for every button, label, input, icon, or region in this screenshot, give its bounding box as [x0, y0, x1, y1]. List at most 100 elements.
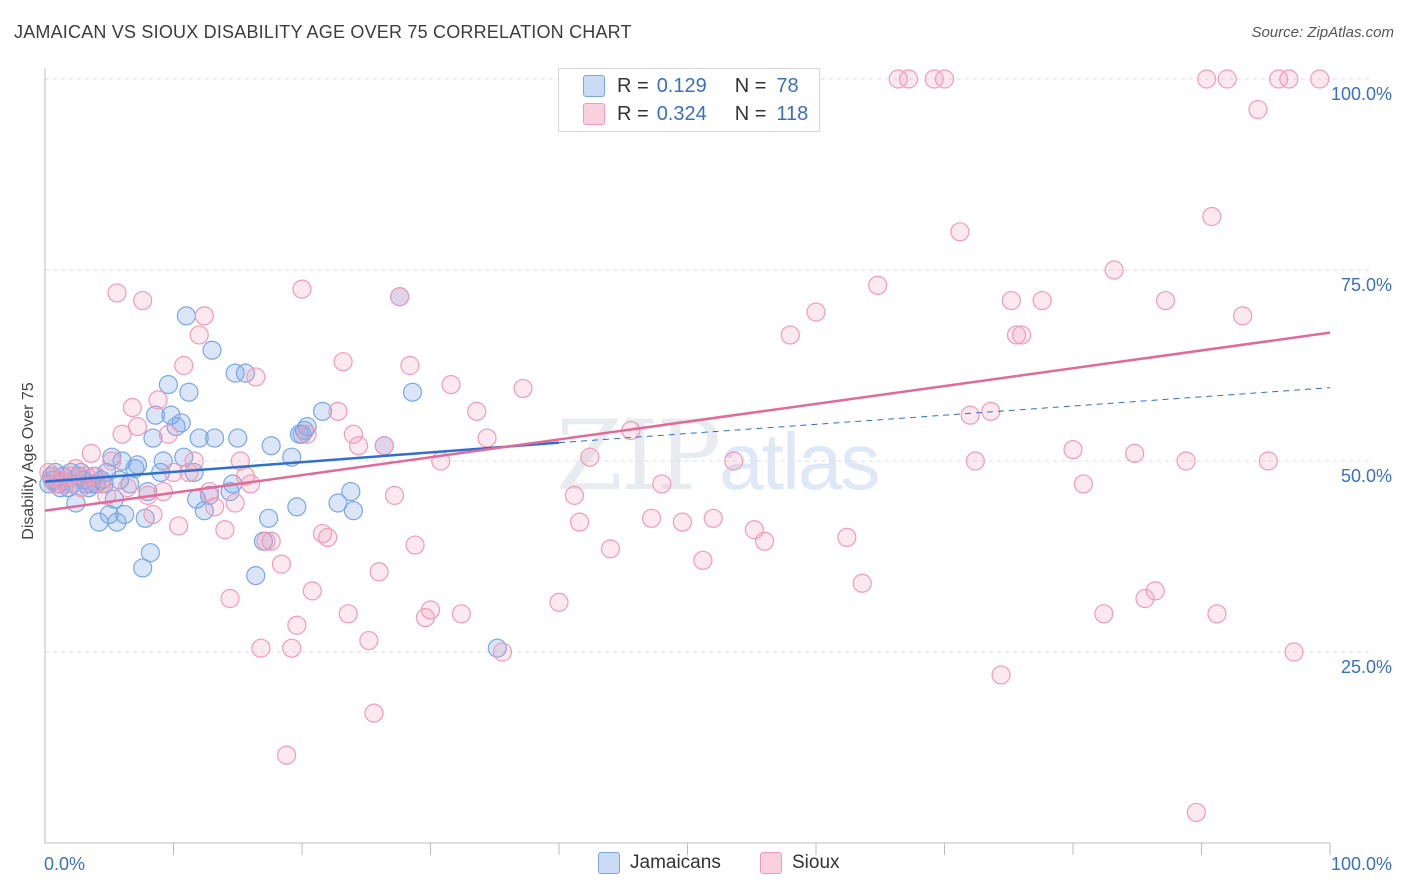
point-sioux-75	[549, 592, 569, 612]
point-sioux-8	[76, 466, 96, 486]
point-sioux-23	[153, 481, 173, 502]
legend-swatch-jamaicans	[583, 75, 605, 97]
legend-r-label: R =	[617, 74, 649, 97]
x-tick-label-1: 100.0%	[1331, 854, 1392, 874]
point-sioux-62	[384, 485, 405, 505]
point-jamaicans-39	[145, 405, 166, 425]
point-jamaicans-63	[258, 508, 279, 528]
y-tick-label-1: 50.0%	[1341, 466, 1392, 486]
point-sioux-55	[338, 604, 358, 624]
point-jamaicans-74	[343, 501, 363, 521]
point-sioux-106	[1032, 290, 1052, 311]
point-sioux-110	[1104, 260, 1124, 280]
point-jamaicans-73	[341, 481, 361, 502]
point-sioux-14	[107, 283, 127, 303]
y-tick-label-3: 100.0%	[1331, 84, 1392, 104]
point-sioux-73	[492, 642, 513, 662]
point-sioux-26	[169, 516, 189, 536]
point-sioux-49	[297, 424, 317, 444]
point-sioux-105	[1011, 325, 1032, 345]
legend-r-value-jamaicans: 0.129	[656, 74, 707, 97]
x-tick-label-0: 0.0%	[44, 854, 85, 874]
y-tick-label-2: 75.0%	[1341, 275, 1392, 295]
point-sioux-117	[1197, 69, 1217, 89]
point-sioux-88	[754, 531, 775, 551]
point-sioux-12	[97, 485, 117, 505]
point-sioux-98	[950, 222, 970, 242]
legend-swatch-sioux	[583, 103, 605, 125]
point-sioux-17	[122, 397, 142, 418]
point-sioux-47	[287, 615, 307, 635]
point-sioux-54	[333, 352, 353, 372]
point-sioux-92	[852, 573, 872, 593]
point-jamaicans-37	[140, 543, 160, 563]
point-sioux-61	[374, 436, 394, 456]
point-jamaicans-70	[297, 417, 317, 437]
y-axis-label: Disability Age Over 75	[20, 382, 37, 540]
point-sioux-58	[359, 630, 379, 651]
point-jamaicans-59	[228, 428, 248, 448]
point-jamaicans-48	[179, 382, 199, 402]
point-jamaicans-49	[184, 462, 204, 483]
point-sioux-11	[91, 474, 112, 494]
point-sioux-64	[400, 355, 420, 376]
point-sioux-27	[174, 355, 194, 376]
point-jamaicans-34	[133, 558, 153, 578]
legend-n-label: N =	[734, 74, 767, 97]
point-jamaicans-66	[287, 497, 307, 517]
point-sioux-71	[467, 401, 487, 421]
point-sioux-15	[112, 424, 132, 444]
trendline-jamaicans	[44, 441, 560, 483]
point-sioux-103	[1001, 290, 1021, 311]
point-jamaicans-33	[127, 455, 148, 475]
point-sioux-85	[703, 508, 723, 528]
point-jamaicans-55	[205, 428, 225, 448]
point-sioux-79	[600, 539, 621, 559]
bottom-legend-swatch-sioux	[760, 852, 782, 874]
point-jamaicans-43	[161, 405, 181, 425]
point-sioux-121	[1233, 306, 1253, 326]
point-jamaicans-56	[220, 481, 240, 502]
point-sioux-81	[641, 508, 662, 528]
point-jamaicans-64	[261, 436, 281, 456]
point-sioux-24	[158, 424, 178, 444]
point-sioux-91	[837, 527, 857, 548]
point-sioux-77	[569, 512, 590, 532]
point-jamaicans-38	[143, 428, 163, 448]
point-jamaicans-27	[107, 512, 127, 532]
legend-n-label: N =	[734, 102, 767, 125]
point-sioux-124	[1268, 69, 1289, 89]
point-sioux-86	[724, 451, 744, 471]
point-sioux-65	[405, 535, 425, 555]
bottom-legend-jamaicans: Jamaicans	[598, 852, 721, 874]
point-sioux-82	[652, 474, 672, 494]
point-sioux-115	[1176, 451, 1196, 471]
point-sioux-78	[580, 447, 600, 467]
point-sioux-118	[1202, 206, 1222, 227]
point-sioux-50	[302, 581, 322, 601]
point-jamaicans-58	[225, 363, 245, 383]
point-jamaicans-72	[328, 493, 348, 513]
point-jamaicans-42	[158, 375, 178, 395]
point-sioux-107	[1063, 439, 1083, 460]
chart-source: Source: ZipAtlas.com	[1251, 24, 1394, 41]
point-jamaicans-52	[194, 501, 214, 521]
legend-row-jamaicans: R = 0.129 N = 78	[583, 73, 799, 99]
point-sioux-60	[369, 562, 389, 582]
point-sioux-33	[205, 497, 225, 517]
point-sioux-100	[965, 451, 985, 471]
point-jamaicans-24	[99, 504, 119, 525]
point-sioux-36	[225, 493, 245, 513]
point-sioux-70	[451, 604, 471, 624]
point-sioux-34	[215, 520, 235, 540]
point-sioux-69	[441, 375, 461, 395]
y-tick-label-0: 25.0%	[1341, 657, 1392, 677]
point-sioux-93	[868, 275, 888, 295]
point-sioux-29	[184, 451, 204, 471]
point-sioux-116	[1186, 802, 1206, 823]
point-sioux-74	[513, 378, 533, 399]
point-sioux-101	[981, 401, 1001, 421]
point-sioux-76	[564, 485, 585, 505]
point-sioux-57	[348, 436, 369, 456]
